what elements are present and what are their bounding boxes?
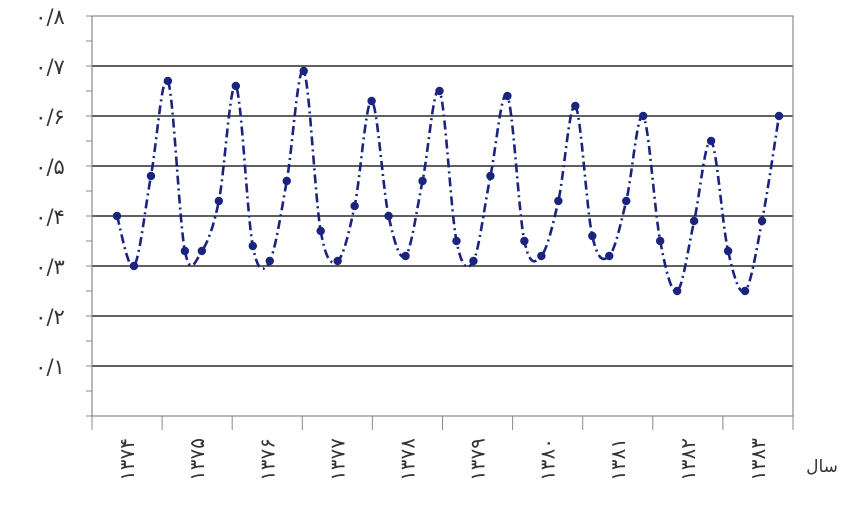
data-point (571, 101, 580, 111)
data-point (452, 236, 461, 246)
y-tick-label: ۰/۵ (35, 155, 65, 179)
x-tick-label: ۱۳۷۶ (255, 438, 279, 481)
x-tick-label: ۱۳۸۰ (536, 438, 560, 481)
data-point (655, 236, 665, 246)
x-tick-label: ۱۳۷۸ (395, 438, 419, 481)
series-line (115, 69, 781, 294)
data-point (757, 216, 767, 226)
data-point (129, 261, 139, 271)
x-tick-label: ۱۳۸۲ (676, 438, 700, 481)
axes (86, 15, 794, 430)
x-axis-title: سال (806, 457, 838, 477)
data-point (146, 171, 156, 181)
data-point (248, 241, 257, 251)
data-point (672, 286, 682, 296)
data-point (537, 251, 546, 261)
data-point (706, 136, 716, 146)
data-point (367, 96, 376, 106)
data-series (112, 66, 784, 296)
y-tick-label: ۰/۸ (35, 5, 65, 29)
data-point (112, 211, 122, 221)
data-point (639, 111, 648, 121)
data-point (774, 111, 784, 121)
y-tick-label: ۰/۱ (35, 355, 65, 379)
data-point (486, 171, 495, 181)
y-tick-label: ۰/۷ (35, 55, 65, 79)
data-point (197, 246, 207, 256)
x-tick-label: ۱۳۷۵ (185, 438, 209, 481)
data-point (401, 251, 410, 261)
data-point (520, 236, 529, 246)
data-point (299, 66, 308, 76)
data-point (265, 256, 274, 266)
data-point (605, 251, 614, 261)
data-point (384, 211, 393, 221)
tick-labels: ۰/۱ ۰/۲ ۰/۳ ۰/۴ ۰/۵ ۰/۶ ۰/۷ ۰/۸ ۱۳۷۴ ۱۳۷۵ ۱۳۷۶ ۱۳۷۷… (35, 5, 770, 481)
data-point (231, 81, 241, 91)
data-point (469, 256, 478, 266)
data-point (554, 196, 563, 206)
y-tick-label: ۰/۶ (35, 105, 65, 129)
gridlines (92, 65, 793, 367)
x-tick-label: ۱۳۷۹ (466, 438, 490, 481)
data-point (333, 256, 342, 266)
data-point (282, 176, 291, 186)
data-point (740, 286, 750, 296)
data-point (214, 196, 224, 206)
y-tick-label: ۰/۲ (35, 305, 65, 329)
x-tick-label: ۱۳۸۱ (606, 438, 630, 481)
data-point (350, 201, 359, 211)
x-tick-label: ۱۳۷۷ (325, 438, 349, 481)
data-point (723, 246, 733, 256)
data-point (689, 216, 699, 226)
data-point (588, 231, 597, 241)
x-tick-label: ۱۳۷۴ (115, 438, 139, 481)
y-tick-label: ۰/۳ (35, 255, 65, 279)
data-point (418, 176, 427, 186)
data-point (435, 86, 444, 96)
data-point (316, 226, 325, 236)
x-tick-label: ۱۳۸۳ (746, 438, 770, 481)
data-point (503, 91, 512, 101)
data-point (163, 76, 173, 86)
data-point (622, 196, 631, 206)
data-point (180, 246, 190, 256)
y-tick-label: ۰/۴ (35, 205, 65, 229)
